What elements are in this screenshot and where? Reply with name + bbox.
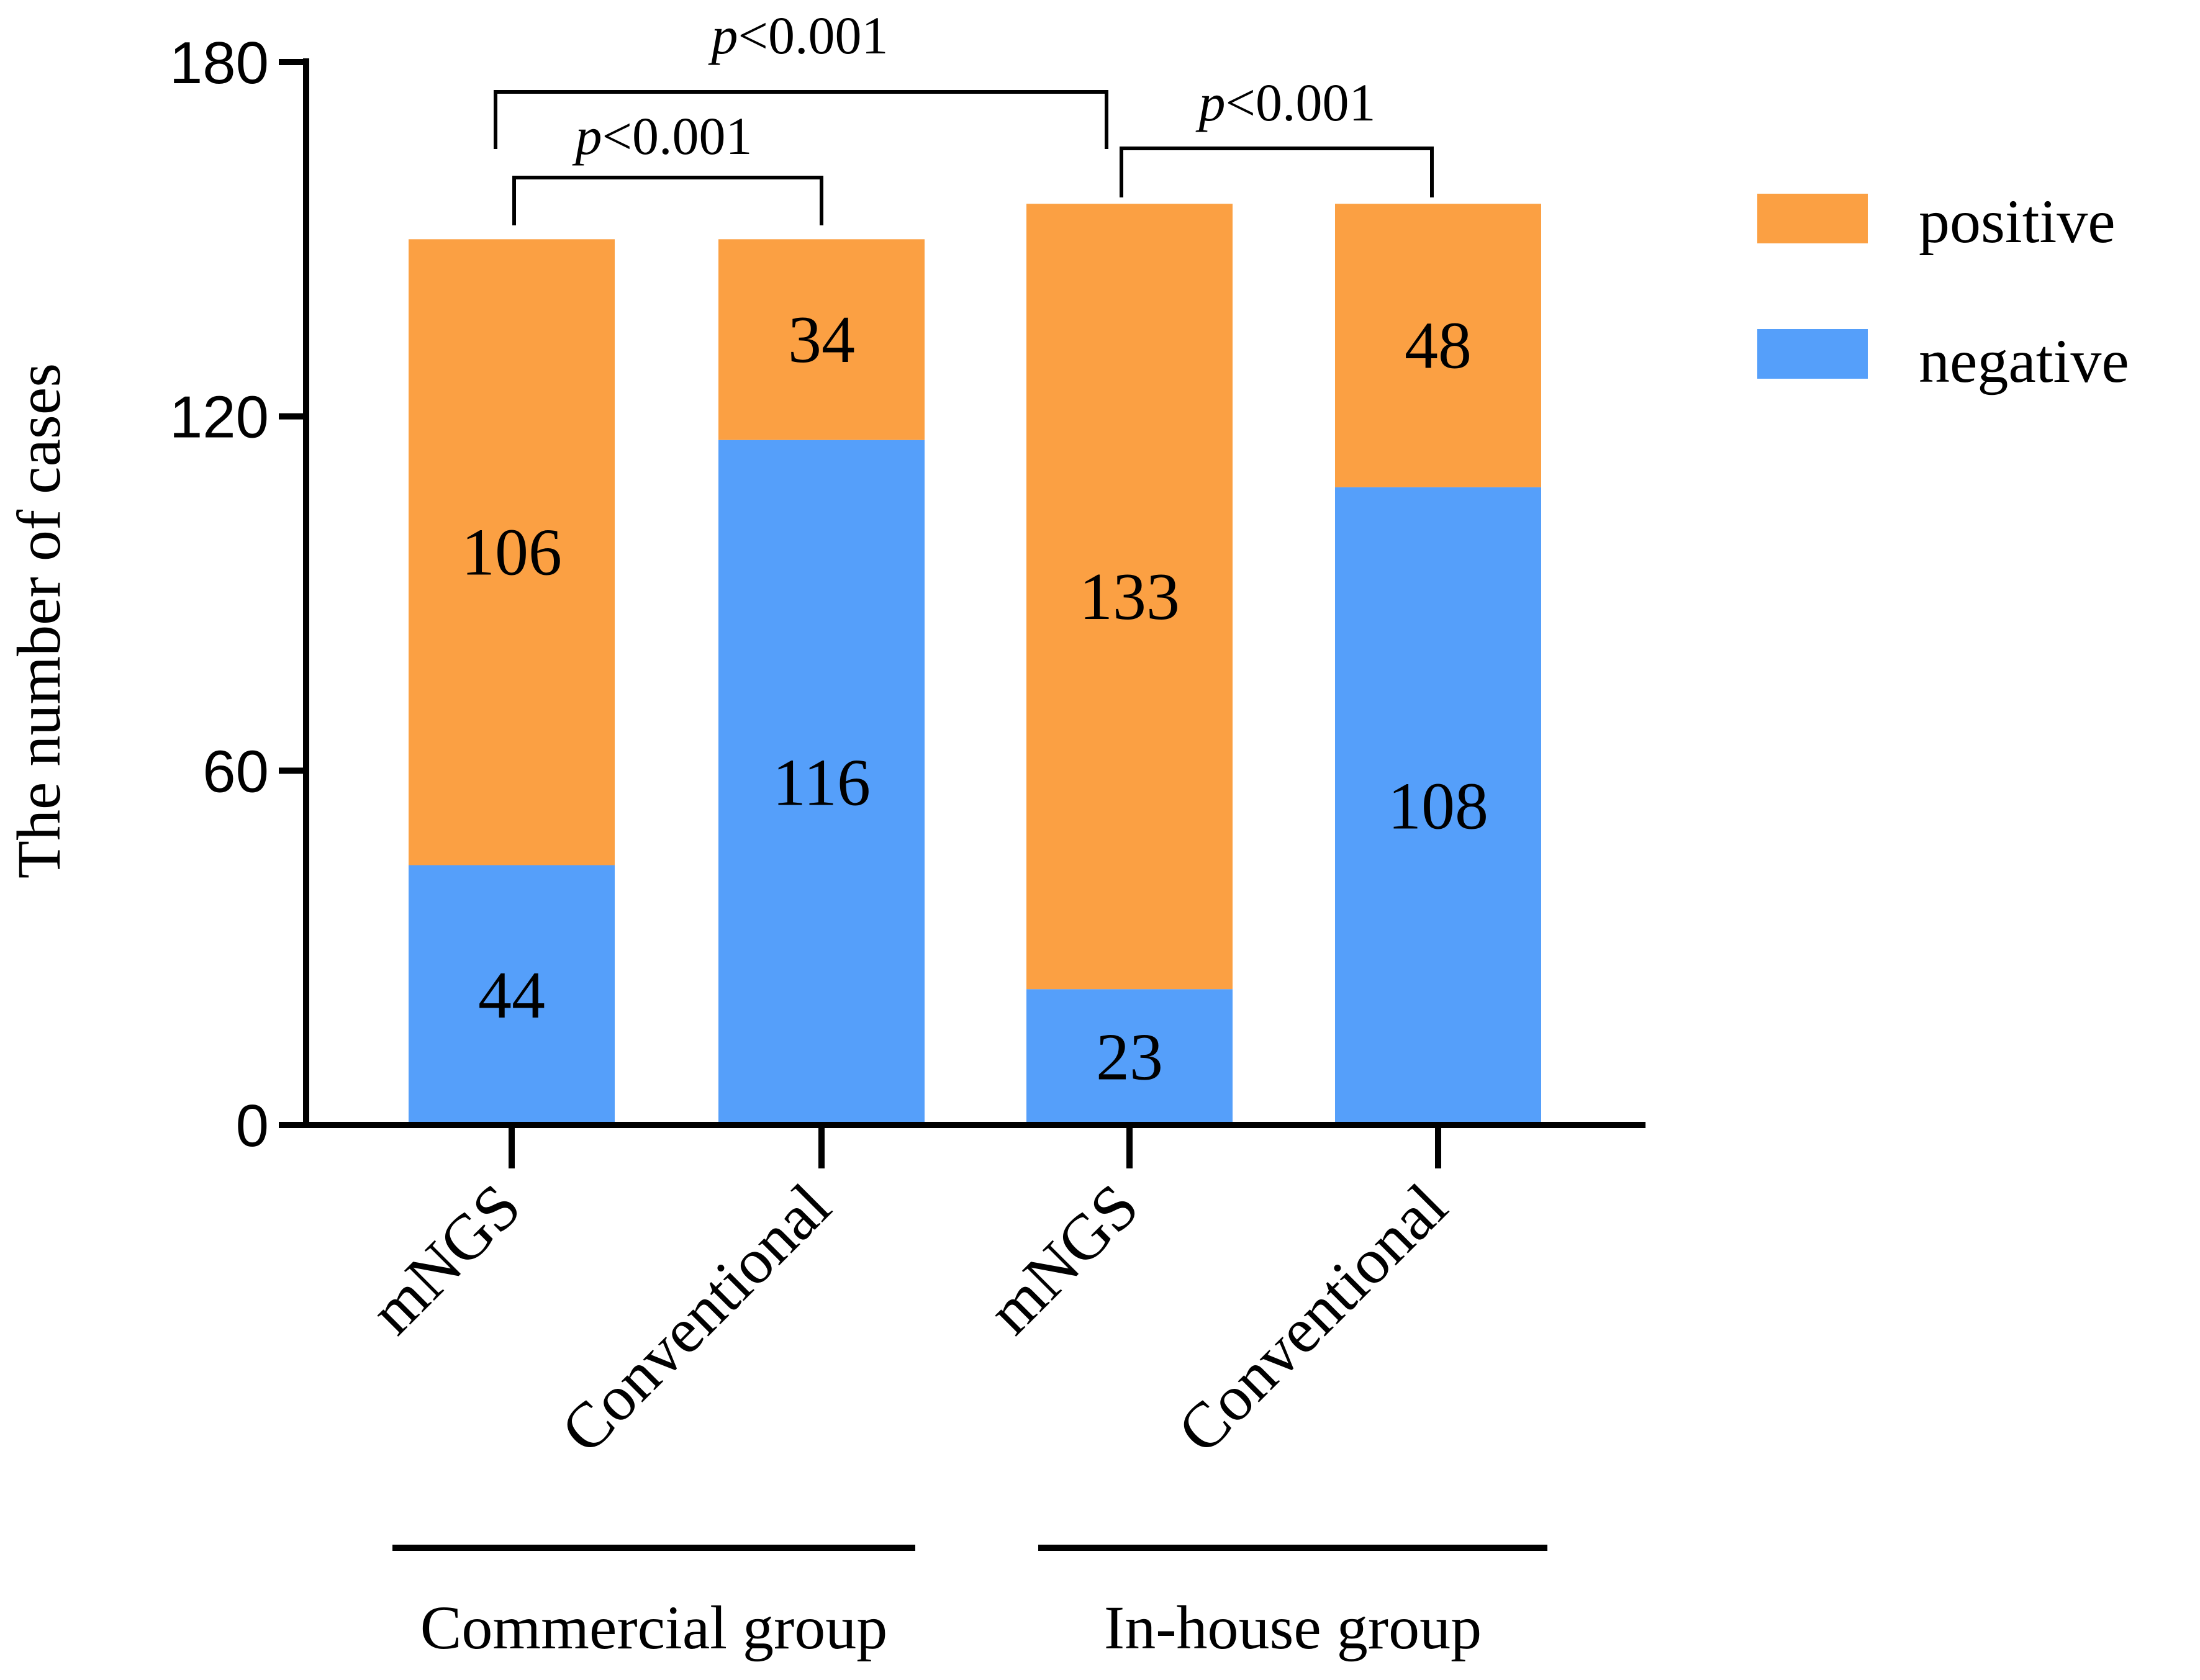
- significance-bracket-1: [512, 176, 823, 225]
- p-value-label-1: p<0.001: [571, 106, 752, 166]
- p-value-label-2: p<0.001: [707, 6, 888, 65]
- bar-negative-4: [1335, 487, 1541, 1125]
- category-label-2: Conventional: [548, 1170, 844, 1467]
- significance-bracket-3: [1120, 147, 1434, 197]
- p-value-symbol-3: p: [1195, 73, 1225, 132]
- bar-positive-1: [409, 239, 615, 865]
- data-label-positive-1: 106: [461, 515, 562, 589]
- data-label-positive-3: 133: [1079, 560, 1180, 634]
- legend-swatch-negative: [1757, 329, 1868, 379]
- y-tick-label-120: 120: [170, 384, 269, 451]
- y-tick-label-0: 0: [236, 1093, 269, 1159]
- p-value-text-3: <0.001: [1225, 73, 1375, 132]
- legend: positive negative: [1757, 187, 2129, 395]
- group-label-1: Commercial group: [420, 1593, 888, 1662]
- y-tick-label-60: 60: [202, 738, 269, 805]
- data-label-negative-1: 44: [478, 959, 545, 1032]
- significance-bracket-2: [494, 90, 1108, 149]
- y-axis-title: The number of cases: [4, 363, 73, 878]
- data-label-positive-4: 48: [1405, 309, 1472, 383]
- p-value-text-1: <0.001: [602, 106, 752, 166]
- bar-positive-4: [1335, 204, 1541, 487]
- p-value-symbol-2: p: [707, 6, 738, 65]
- legend-label-positive: positive: [1919, 187, 2116, 256]
- category-label-3: mNGS: [975, 1170, 1152, 1348]
- group-label-2: In-house group: [1104, 1593, 1482, 1662]
- bar-positive-2: [718, 239, 925, 440]
- data-label-positive-2: 34: [788, 303, 855, 377]
- y-tick-label-180: 180: [170, 30, 269, 96]
- data-label-negative-3: 23: [1096, 1021, 1163, 1095]
- p-value-symbol-1: p: [571, 106, 602, 166]
- bar-negative-1: [409, 865, 615, 1125]
- bars-layer: [409, 204, 1541, 1125]
- legend-label-negative: negative: [1919, 327, 2129, 395]
- bar-negative-2: [718, 440, 925, 1125]
- category-label-4: Conventional: [1164, 1170, 1461, 1467]
- bar-positive-3: [1026, 204, 1233, 990]
- p-value-label-3: p<0.001: [1195, 73, 1375, 132]
- p-value-text-2: <0.001: [738, 6, 888, 65]
- category-label-1: mNGS: [357, 1170, 535, 1348]
- axes-layer: 0 60 120 180: [170, 30, 1645, 1551]
- legend-swatch-positive: [1757, 194, 1868, 243]
- bar-negative-3: [1026, 989, 1233, 1125]
- data-label-negative-4: 108: [1388, 769, 1488, 843]
- data-label-negative-2: 116: [772, 746, 871, 820]
